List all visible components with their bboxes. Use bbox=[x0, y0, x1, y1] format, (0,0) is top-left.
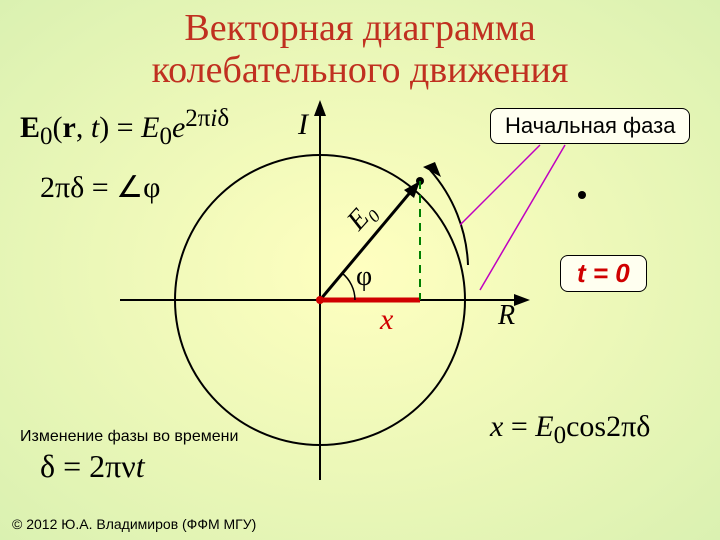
formula-x: x = E0cos2πδ bbox=[490, 410, 650, 450]
R-label: R bbox=[498, 300, 515, 332]
formula-delta: δ = 2πνt bbox=[40, 448, 145, 485]
callout-line-2 bbox=[480, 145, 565, 290]
rotation-arc-arrow bbox=[423, 162, 441, 177]
axis-vertical-arrow bbox=[314, 100, 326, 116]
copyright: © 2012 Ю.А. Владимиров (ФФМ МГУ) bbox=[12, 516, 256, 532]
phi-label: φ bbox=[356, 261, 372, 293]
bullet-dot bbox=[578, 191, 586, 199]
phi-arc bbox=[342, 273, 355, 300]
rotation-arc bbox=[430, 170, 468, 265]
axis-horizontal-arrow bbox=[514, 294, 530, 306]
phase-change-caption: Изменение фазы во времени bbox=[20, 428, 238, 446]
callout-line-1 bbox=[460, 145, 540, 225]
x-label: x bbox=[380, 303, 393, 337]
axis-I-label: I bbox=[298, 108, 308, 142]
